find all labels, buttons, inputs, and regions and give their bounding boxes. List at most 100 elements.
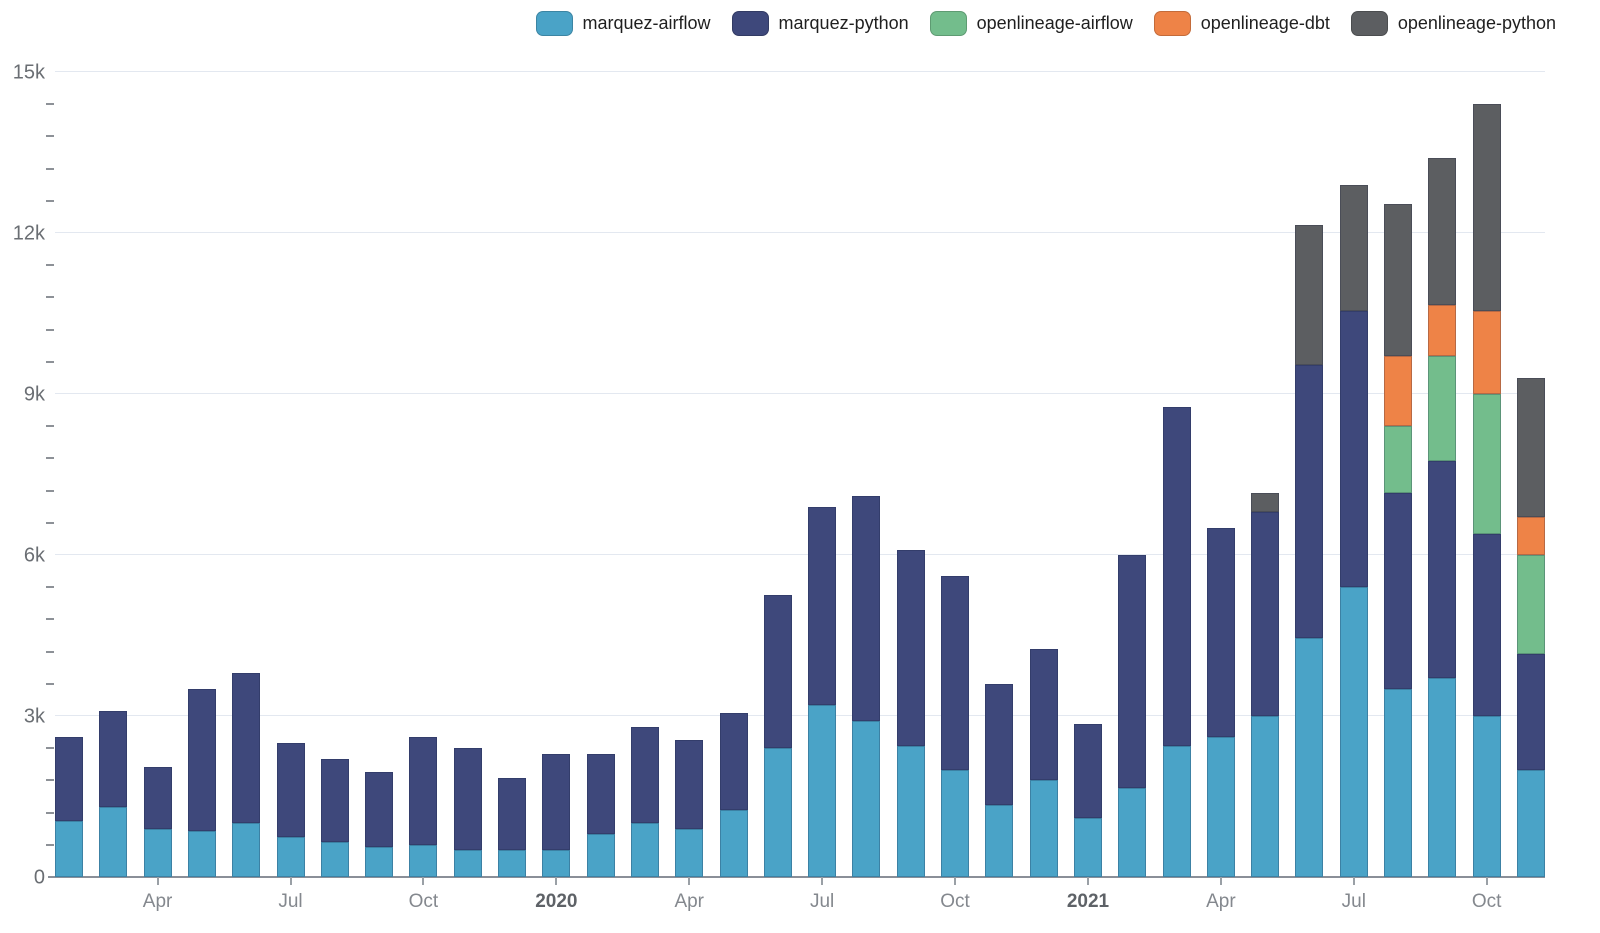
bar-segment-marquez-python[interactable] xyxy=(1118,555,1147,789)
bar-segment-marquez-airflow[interactable] xyxy=(1206,737,1235,877)
bar-segment-marquez-python[interactable] xyxy=(985,683,1014,805)
bar-segment-openlineage-dbt[interactable] xyxy=(1517,517,1545,556)
bar-oct-2020[interactable] xyxy=(941,576,970,877)
bar-segment-marquez-python[interactable] xyxy=(409,737,438,845)
legend-item-marquez-python[interactable]: marquez-python xyxy=(731,11,909,36)
bar-nov-2020[interactable] xyxy=(985,683,1014,877)
bar-aug-2019[interactable] xyxy=(320,758,349,877)
bar-segment-openlineage-python[interactable] xyxy=(1472,104,1501,311)
bar-segment-marquez-airflow[interactable] xyxy=(719,809,748,877)
bar-segment-marquez-python[interactable] xyxy=(1295,364,1324,639)
bar-segment-marquez-airflow[interactable] xyxy=(365,847,394,877)
bar-segment-openlineage-airflow[interactable] xyxy=(1428,356,1457,462)
bar-sep-2020[interactable] xyxy=(896,549,925,877)
bar-segment-marquez-airflow[interactable] xyxy=(99,807,128,877)
bar-aug-2021[interactable] xyxy=(1384,203,1413,877)
bar-segment-marquez-airflow[interactable] xyxy=(542,850,571,877)
bar-segment-marquez-airflow[interactable] xyxy=(1295,638,1324,877)
legend-item-marquez-airflow[interactable]: marquez-airflow xyxy=(535,11,711,36)
bar-jul-2021[interactable] xyxy=(1339,184,1368,877)
bar-segment-marquez-python[interactable] xyxy=(453,748,482,851)
bar-segment-openlineage-dbt[interactable] xyxy=(1428,305,1457,357)
bar-segment-marquez-python[interactable] xyxy=(542,753,571,851)
bar-segment-marquez-python[interactable] xyxy=(365,772,394,848)
bar-segment-marquez-python[interactable] xyxy=(586,753,615,835)
bar-dec-2020[interactable] xyxy=(1029,648,1058,877)
bar-segment-openlineage-dbt[interactable] xyxy=(1384,356,1413,427)
bar-segment-openlineage-python[interactable] xyxy=(1251,493,1280,513)
bar-segment-marquez-airflow[interactable] xyxy=(1073,817,1102,877)
bar-segment-openlineage-python[interactable] xyxy=(1517,377,1545,518)
bar-may-2020[interactable] xyxy=(719,713,748,877)
bar-segment-marquez-python[interactable] xyxy=(941,576,970,770)
bar-nov-2021[interactable] xyxy=(1517,377,1545,877)
bar-segment-marquez-python[interactable] xyxy=(1206,528,1235,738)
bar-segment-marquez-python[interactable] xyxy=(1162,407,1191,746)
bar-segment-marquez-airflow[interactable] xyxy=(453,850,482,877)
bar-segment-marquez-python[interactable] xyxy=(320,758,349,843)
bar-segment-openlineage-airflow[interactable] xyxy=(1472,394,1501,534)
bar-segment-marquez-python[interactable] xyxy=(1428,461,1457,679)
bar-oct-2021[interactable] xyxy=(1472,104,1501,877)
bar-segment-openlineage-python[interactable] xyxy=(1428,157,1457,306)
bar-segment-marquez-python[interactable] xyxy=(99,710,128,808)
bar-segment-openlineage-python[interactable] xyxy=(1384,203,1413,357)
bar-segment-marquez-airflow[interactable] xyxy=(320,842,349,877)
bar-segment-marquez-airflow[interactable] xyxy=(498,850,527,877)
bar-segment-marquez-python[interactable] xyxy=(1384,493,1413,690)
bar-aug-2020[interactable] xyxy=(852,495,881,877)
bar-segment-marquez-python[interactable] xyxy=(630,726,659,824)
bar-segment-marquez-airflow[interactable] xyxy=(1118,788,1147,877)
bar-feb-2020[interactable] xyxy=(586,753,615,877)
bar-segment-marquez-airflow[interactable] xyxy=(852,721,881,877)
bar-segment-marquez-airflow[interactable] xyxy=(1339,587,1368,877)
bar-segment-marquez-python[interactable] xyxy=(1029,648,1058,781)
bar-segment-marquez-airflow[interactable] xyxy=(985,804,1014,877)
bar-may-2019[interactable] xyxy=(187,689,216,877)
bar-segment-marquez-python[interactable] xyxy=(896,549,925,746)
bar-apr-2021[interactable] xyxy=(1206,528,1235,877)
bar-nov-2019[interactable] xyxy=(453,748,482,877)
bar-segment-marquez-airflow[interactable] xyxy=(808,705,837,877)
bar-jun-2021[interactable] xyxy=(1295,224,1324,877)
legend-item-openlineage-dbt[interactable]: openlineage-dbt xyxy=(1153,11,1330,36)
bar-segment-marquez-airflow[interactable] xyxy=(675,828,704,877)
bar-apr-2020[interactable] xyxy=(675,740,704,877)
bar-jun-2020[interactable] xyxy=(763,595,792,877)
bar-segment-openlineage-dbt[interactable] xyxy=(1472,310,1501,395)
bar-segment-openlineage-python[interactable] xyxy=(1339,184,1368,311)
bar-segment-marquez-python[interactable] xyxy=(852,495,881,722)
bar-segment-marquez-python[interactable] xyxy=(1251,512,1280,716)
bar-feb-2019[interactable] xyxy=(55,737,83,877)
bar-segment-marquez-airflow[interactable] xyxy=(1029,780,1058,877)
bar-dec-2019[interactable] xyxy=(498,777,527,877)
legend-item-openlineage-airflow[interactable]: openlineage-airflow xyxy=(929,11,1133,36)
bar-segment-marquez-airflow[interactable] xyxy=(586,834,615,877)
bar-oct-2019[interactable] xyxy=(409,737,438,877)
bar-segment-marquez-airflow[interactable] xyxy=(896,745,925,877)
legend-item-openlineage-python[interactable]: openlineage-python xyxy=(1350,11,1556,36)
bar-segment-marquez-airflow[interactable] xyxy=(276,836,305,877)
bar-mar-2019[interactable] xyxy=(99,710,128,877)
bar-segment-marquez-airflow[interactable] xyxy=(1251,716,1280,877)
bar-segment-marquez-python[interactable] xyxy=(276,742,305,837)
bar-sep-2021[interactable] xyxy=(1428,157,1457,877)
bar-segment-openlineage-airflow[interactable] xyxy=(1517,555,1545,655)
bar-segment-marquez-airflow[interactable] xyxy=(187,831,216,877)
bar-segment-marquez-python[interactable] xyxy=(55,737,83,821)
bar-segment-marquez-python[interactable] xyxy=(232,673,261,824)
bar-segment-marquez-python[interactable] xyxy=(1472,533,1501,716)
bar-mar-2021[interactable] xyxy=(1162,407,1191,877)
bar-jan-2021[interactable] xyxy=(1073,724,1102,877)
bar-segment-marquez-airflow[interactable] xyxy=(1517,769,1545,877)
bar-segment-marquez-python[interactable] xyxy=(187,689,216,832)
bar-segment-marquez-airflow[interactable] xyxy=(143,828,172,877)
bar-segment-openlineage-python[interactable] xyxy=(1295,224,1324,365)
bar-segment-marquez-python[interactable] xyxy=(1517,654,1545,770)
bar-segment-marquez-python[interactable] xyxy=(143,767,172,829)
bar-jan-2020[interactable] xyxy=(542,753,571,877)
bar-segment-marquez-airflow[interactable] xyxy=(232,823,261,877)
bar-segment-marquez-python[interactable] xyxy=(719,713,748,810)
bar-segment-marquez-airflow[interactable] xyxy=(1428,678,1457,877)
bar-jul-2019[interactable] xyxy=(276,742,305,877)
